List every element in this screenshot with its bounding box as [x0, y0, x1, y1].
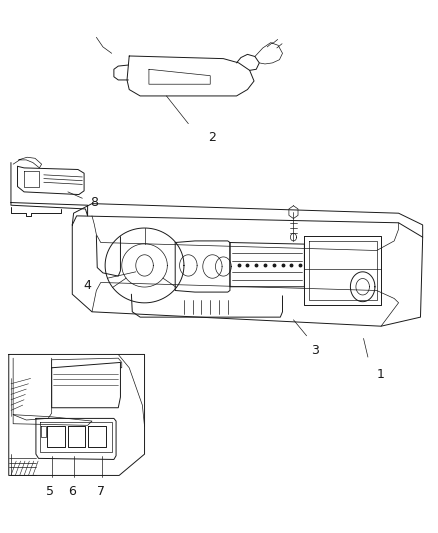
Text: 1: 1 — [377, 368, 385, 381]
Text: 5: 5 — [46, 485, 54, 498]
Text: 7: 7 — [97, 485, 105, 498]
Text: 3: 3 — [311, 344, 319, 357]
Text: 6: 6 — [68, 485, 76, 498]
Text: 8: 8 — [90, 196, 98, 209]
Text: 2: 2 — [208, 131, 216, 143]
Text: 4: 4 — [84, 279, 92, 292]
